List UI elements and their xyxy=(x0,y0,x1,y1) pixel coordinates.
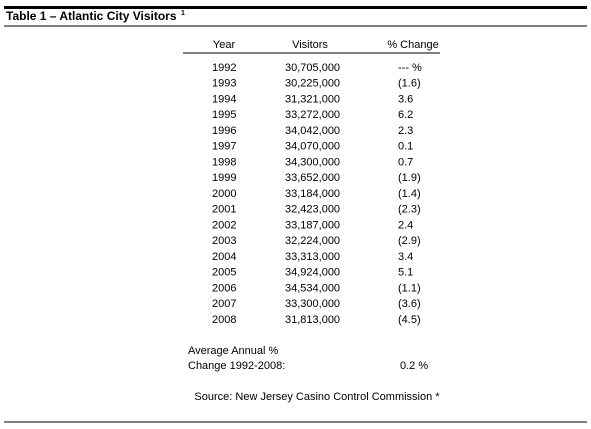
table-cell: 6.2 xyxy=(398,109,413,121)
table-cell: 2008 xyxy=(212,314,236,326)
table-cell: 3.6 xyxy=(398,93,413,105)
table-cell: 33,187,000 xyxy=(285,219,340,231)
table-cell: 2007 xyxy=(212,298,236,310)
table-cell: 2001 xyxy=(212,204,236,216)
table-cell: 33,184,000 xyxy=(285,188,340,200)
column-header: % Change xyxy=(387,39,438,51)
table-cell: 34,042,000 xyxy=(285,125,340,137)
table-cell: 33,300,000 xyxy=(285,298,340,310)
column-header: Visitors xyxy=(292,39,328,51)
table-cell: 1999 xyxy=(212,172,236,184)
table-cell: 32,423,000 xyxy=(285,204,340,216)
top-rule xyxy=(4,6,587,9)
table-cell: 2005 xyxy=(212,267,236,279)
table-cell: 34,924,000 xyxy=(285,267,340,279)
table-cell: 33,313,000 xyxy=(285,251,340,263)
summary-label: Change 1992-2008: xyxy=(188,360,285,372)
table-cell: 30,705,000 xyxy=(285,62,340,74)
table-cell: (3.6) xyxy=(398,298,421,310)
table-cell: 1992 xyxy=(212,62,236,74)
table-cell: 5.1 xyxy=(398,267,413,279)
table-cell: (1.4) xyxy=(398,188,421,200)
table-cell: 34,534,000 xyxy=(285,282,340,294)
table-cell: 30,225,000 xyxy=(285,78,340,90)
table-cell: 2003 xyxy=(212,235,236,247)
table-cell: 2006 xyxy=(212,282,236,294)
table-cell: 2.3 xyxy=(398,125,413,137)
table-cell: 3.4 xyxy=(398,251,413,263)
table-cell: 0.7 xyxy=(398,156,413,168)
table-cell: 0.1 xyxy=(398,141,413,153)
table-cell: 1994 xyxy=(212,93,236,105)
table-cell: 1996 xyxy=(212,125,236,137)
table-cell: 31,813,000 xyxy=(285,314,340,326)
table-cell: (2.9) xyxy=(398,235,421,247)
table-cell: 1995 xyxy=(212,109,236,121)
table-cell: (2.3) xyxy=(398,204,421,216)
table-cell: 2.4 xyxy=(398,219,413,231)
table-cell: (1.9) xyxy=(398,172,421,184)
table-cell: 1998 xyxy=(212,156,236,168)
table-cell: 1997 xyxy=(212,141,236,153)
table-cell: (4.5) xyxy=(398,314,421,326)
table-cell: (1.1) xyxy=(398,282,421,294)
footnote-marker: 1 xyxy=(181,10,185,17)
column-header: Year xyxy=(213,39,236,51)
table-cell: (1.6) xyxy=(398,78,421,90)
title: Table 1 – Atlantic City Visitors xyxy=(6,9,177,23)
table-cell: 33,652,000 xyxy=(285,172,340,184)
summary-value: 0.2 % xyxy=(400,360,428,372)
table-cell: 31,321,000 xyxy=(285,93,340,105)
table-cell: 2000 xyxy=(212,188,236,200)
table-cell: 34,070,000 xyxy=(285,141,340,153)
table-cell: --- % xyxy=(398,62,422,74)
table-cell: 2004 xyxy=(212,251,236,263)
table-body: 1992 30,705,000 --- % 1993 30,225,000 (1.6) 19… xyxy=(212,62,422,326)
table-cell: 32,224,000 xyxy=(285,235,340,247)
table-cell: 2002 xyxy=(212,219,236,231)
source-note: Source: New Jersey Casino Control Commis… xyxy=(194,391,440,403)
table-cell: 34,300,000 xyxy=(285,156,340,168)
summary-label: Average Annual % xyxy=(188,345,279,357)
table-cell: 33,272,000 xyxy=(285,109,340,121)
table-cell: 1993 xyxy=(212,78,236,90)
